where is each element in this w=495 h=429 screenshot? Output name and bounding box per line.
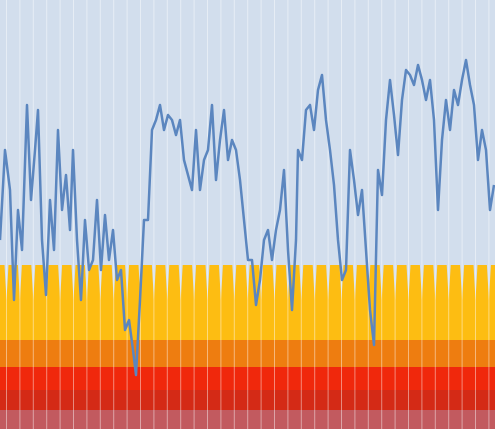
band xyxy=(0,410,495,429)
band xyxy=(0,367,495,390)
band xyxy=(0,390,495,410)
line-series xyxy=(0,58,495,377)
band xyxy=(0,340,495,367)
